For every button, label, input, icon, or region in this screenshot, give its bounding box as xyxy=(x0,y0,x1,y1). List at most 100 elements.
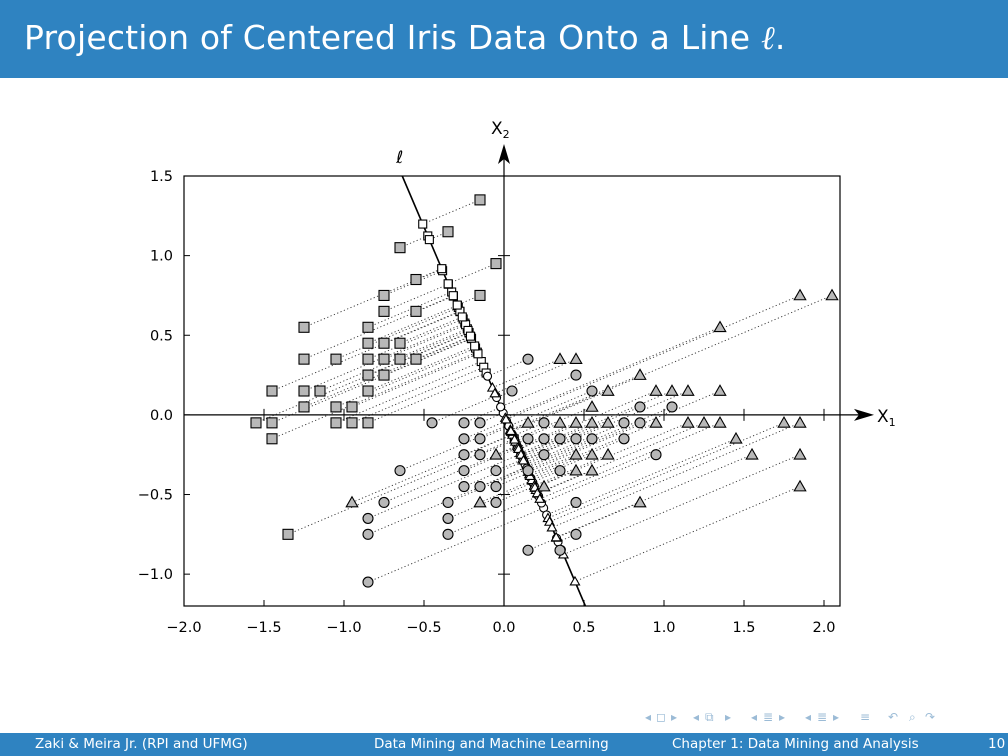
square-data-point xyxy=(362,337,374,349)
title-line-symbol: ℓ xyxy=(760,18,775,57)
square-data-point xyxy=(378,305,390,317)
triangle-data-point xyxy=(825,288,839,301)
circle-data-point xyxy=(522,544,534,556)
square-data-point xyxy=(394,353,406,365)
y-tick-label: 0.5 xyxy=(150,328,173,344)
square-data-point xyxy=(378,369,390,381)
circle-data-point xyxy=(522,465,534,477)
plot-frame xyxy=(183,175,841,607)
triangle-data-point xyxy=(793,415,807,428)
triangle-data-point xyxy=(793,447,807,460)
projection-segment xyxy=(525,438,593,468)
circle-data-point xyxy=(570,433,582,445)
projection-segment xyxy=(534,454,609,487)
toc-icon[interactable]: ≡ xyxy=(860,710,871,724)
projection-segment xyxy=(479,466,527,487)
circle-data-point xyxy=(666,401,678,413)
projection-segment xyxy=(335,307,459,360)
circle-data-point xyxy=(474,481,486,493)
triangle-data-point xyxy=(569,463,583,476)
projection-scatter-plot: X1 X2 −2.0 −1.5 −1.0 −0.5 0.0 0.5 1.0 1.5 2.0 −1.0 −… xyxy=(138,119,896,636)
square-data-point xyxy=(442,226,454,238)
projection-segment xyxy=(551,422,801,528)
projected-square-point xyxy=(448,291,458,301)
subsection-icon[interactable]: ≣ xyxy=(763,710,774,724)
projection-segment xyxy=(271,311,461,392)
triangle-data-point xyxy=(681,384,695,396)
next-slide-icon[interactable]: ▸ xyxy=(725,710,732,724)
projection-segment xyxy=(529,454,577,475)
y-tick-label: 0.0 xyxy=(150,408,173,424)
projection-segment xyxy=(351,434,513,503)
next-subsection-icon[interactable]: ▸ xyxy=(833,710,840,724)
circle-data-point xyxy=(490,496,502,509)
square-data-point xyxy=(362,353,374,365)
square-data-point xyxy=(410,353,422,365)
circle-data-point xyxy=(458,449,470,461)
circle-data-point xyxy=(490,465,502,477)
circle-data-point xyxy=(458,433,470,445)
projection-segment xyxy=(383,445,518,503)
projection-segment xyxy=(383,337,472,376)
square-data-point xyxy=(490,258,502,270)
triangle-data-point xyxy=(489,447,503,460)
projection-segment xyxy=(532,470,561,483)
y-tick-label: 1.0 xyxy=(150,249,173,265)
search-icon[interactable]: ⌕ xyxy=(909,710,916,724)
projection-segment xyxy=(523,438,577,462)
projection-segments xyxy=(255,199,833,583)
circle-data-point xyxy=(362,528,374,540)
square-data-point xyxy=(394,242,406,254)
x-tick-label: −2.0 xyxy=(166,620,201,636)
square-data-point xyxy=(362,385,374,397)
slide-title: Projection of Centered Iris Data Onto a … xyxy=(24,18,786,58)
x2-axis-arrow xyxy=(498,144,510,164)
projection-segment xyxy=(415,335,471,360)
next-section-icon[interactable]: ▸ xyxy=(779,710,786,724)
square-data-point xyxy=(298,321,310,333)
square-data-point xyxy=(298,385,310,397)
projection-segment xyxy=(479,439,515,456)
prev-frame-icon[interactable]: ◻ xyxy=(656,710,666,724)
square-data-point xyxy=(282,528,294,540)
circle-data-point xyxy=(522,433,534,445)
first-frame-icon[interactable]: ◂ xyxy=(645,710,652,724)
projected-triangle-point xyxy=(500,413,512,424)
projection-segment xyxy=(367,345,475,392)
triangle-data-point xyxy=(681,415,695,428)
prev-section-icon[interactable]: ◂ xyxy=(751,710,758,724)
projection-segment xyxy=(447,482,534,519)
section-icon[interactable]: ⧉ xyxy=(705,710,714,724)
projection-segment xyxy=(539,422,721,500)
projected-square-point xyxy=(465,331,476,341)
circle-data-point xyxy=(538,433,550,445)
slide-icon[interactable]: ◂ xyxy=(693,710,700,724)
projection-segment xyxy=(555,454,753,538)
projection-segment xyxy=(479,426,510,440)
circle-data-point xyxy=(442,512,454,524)
circle-data-point xyxy=(474,417,486,429)
projection-segment xyxy=(422,199,481,225)
square-data-point xyxy=(362,369,374,381)
projection-line-label: ℓ xyxy=(395,148,403,168)
triangle-data-point xyxy=(729,431,743,444)
projection-segment xyxy=(528,390,721,473)
projection-segment xyxy=(367,291,452,328)
projected-triangle-point xyxy=(546,521,558,532)
projection-segment xyxy=(537,422,705,494)
triangle-data-point xyxy=(713,320,727,333)
projected-triangle-point xyxy=(489,387,501,398)
triangle-data-point xyxy=(649,384,663,396)
projected-square-point xyxy=(457,312,467,322)
prev-slide-icon[interactable]: ▸ xyxy=(671,710,678,724)
triangle-data-point xyxy=(649,415,663,428)
projection-segment xyxy=(463,420,507,440)
square-data-point xyxy=(330,417,342,429)
subsection-list-icon[interactable]: ≣ xyxy=(817,710,828,724)
footer-chapter: Chapter 1: Data Mining and Analysis xyxy=(672,736,919,752)
square-data-point xyxy=(410,305,422,317)
back-icon[interactable]: ↶ xyxy=(888,710,899,724)
prev-subsection-icon[interactable]: ◂ xyxy=(805,710,812,724)
forward-icon[interactable]: ↷ xyxy=(925,710,936,724)
projection-segment xyxy=(447,263,497,285)
